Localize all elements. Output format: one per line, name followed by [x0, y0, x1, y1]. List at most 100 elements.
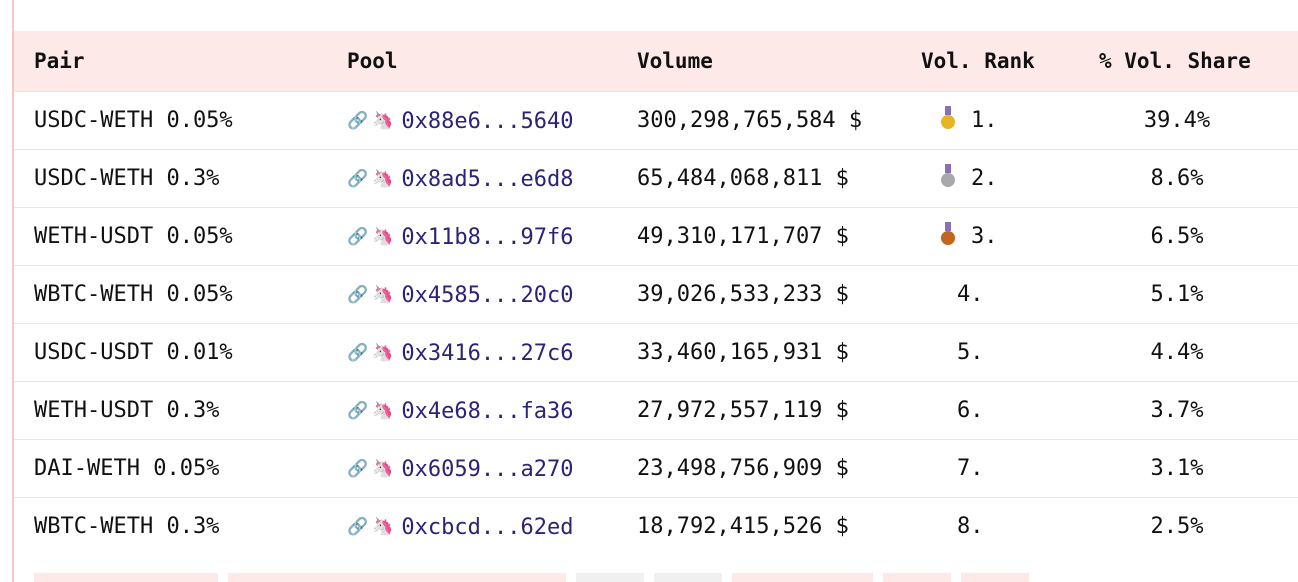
rank-cell: 7.: [907, 439, 1091, 497]
share-value: 2.5%: [1150, 513, 1204, 539]
gold-medal-icon: [941, 106, 955, 129]
pool-address-link[interactable]: 0x4585...20c0: [401, 282, 574, 308]
pool-address-link[interactable]: 0xcbcd...62ed: [401, 514, 574, 540]
pair-label: WETH-USDT 0.3%: [34, 397, 220, 423]
unicorn-icon[interactable]: 🦄: [372, 284, 394, 305]
unicorn-icon[interactable]: 🦄: [372, 226, 394, 247]
pool-address-link[interactable]: 0x6059...a270: [401, 456, 574, 482]
share-value: 3.1%: [1150, 455, 1204, 481]
link-icon[interactable]: 🔗: [347, 284, 369, 305]
pool-link[interactable]: 🔗 🦄 0x8ad5...e6d8: [347, 167, 574, 192]
volume-cell: 18,792,415,526 $: [637, 497, 907, 555]
pair-cell: WBTC-WETH 0.3%: [14, 497, 347, 555]
share-value: 6.5%: [1150, 223, 1204, 249]
volume-cell: 27,972,557,119 $: [637, 381, 907, 439]
table-row: WETH-USDT 0.3% 🔗 🦄 0x4e68...fa36 27,972,…: [14, 381, 1298, 439]
pool-link[interactable]: 🔗 🦄 0x88e6...5640: [347, 109, 574, 134]
share-cell: 8.6%: [1091, 149, 1298, 207]
pool-link[interactable]: 🔗 🦄 0x11b8...97f6: [347, 225, 574, 250]
pair-label: WETH-USDT 0.05%: [34, 223, 233, 249]
rank-cell: 3.: [907, 207, 1091, 265]
pools-table: Pair Pool Volume Vol. Rank % Vol. Share …: [14, 31, 1298, 555]
link-icon[interactable]: 🔗: [347, 458, 369, 479]
pager-button[interactable]: [961, 573, 1029, 582]
volume-cell: 39,026,533,233 $: [637, 265, 907, 323]
unicorn-icon[interactable]: 🦄: [372, 168, 394, 189]
header-vol-rank[interactable]: Vol. Rank: [921, 48, 1035, 73]
pools-table-container: Pair Pool Volume Vol. Rank % Vol. Share …: [14, 31, 1298, 555]
link-icon[interactable]: 🔗: [347, 168, 369, 189]
rank-cell: 5.: [907, 323, 1091, 381]
share-cell: 3.1%: [1091, 439, 1298, 497]
table-row: WETH-USDT 0.05% 🔗 🦄 0x11b8...97f6 49,310…: [14, 207, 1298, 265]
rank-value: 5.: [957, 339, 984, 365]
header-row: Pair Pool Volume Vol. Rank % Vol. Share: [14, 31, 1298, 91]
rank-cell: 4.: [907, 265, 1091, 323]
rank-value: 8.: [957, 513, 984, 539]
link-icon[interactable]: 🔗: [347, 110, 369, 131]
pager-button[interactable]: [654, 573, 722, 582]
pager-button[interactable]: [732, 573, 873, 582]
table-row: USDC-WETH 0.3% 🔗 🦄 0x8ad5...e6d8 65,484,…: [14, 149, 1298, 207]
table-header: Pair Pool Volume Vol. Rank % Vol. Share: [14, 31, 1298, 91]
rank-value: 3.: [971, 223, 998, 249]
pair-label: WBTC-WETH 0.3%: [34, 513, 220, 539]
pool-address-link[interactable]: 0x4e68...fa36: [401, 398, 574, 424]
link-icon[interactable]: 🔗: [347, 516, 369, 537]
pool-address-link[interactable]: 0x3416...27c6: [401, 340, 574, 366]
share-value: 5.1%: [1150, 281, 1204, 307]
link-icon[interactable]: 🔗: [347, 342, 369, 363]
pool-link[interactable]: 🔗 🦄 0x3416...27c6: [347, 341, 574, 366]
volume-value: 300,298,765,584 $: [637, 107, 863, 133]
pair-cell: DAI-WETH 0.05%: [14, 439, 347, 497]
pool-link[interactable]: 🔗 🦄 0x6059...a270: [347, 457, 574, 482]
rank-cell: 8.: [907, 497, 1091, 555]
volume-cell: 300,298,765,584 $: [637, 91, 907, 149]
rank-value: 1.: [971, 107, 998, 133]
table-row: DAI-WETH 0.05% 🔗 🦄 0x6059...a270 23,498,…: [14, 439, 1298, 497]
volume-value: 23,498,756,909 $: [637, 455, 849, 481]
pair-label: USDC-USDT 0.01%: [34, 339, 233, 365]
volume-value: 33,460,165,931 $: [637, 339, 849, 365]
pager-button[interactable]: [883, 573, 951, 582]
pager-button[interactable]: [34, 573, 218, 582]
unicorn-icon[interactable]: 🦄: [372, 458, 394, 479]
rank-cell: 6.: [907, 381, 1091, 439]
header-volume[interactable]: Volume: [637, 48, 713, 73]
volume-value: 27,972,557,119 $: [637, 397, 849, 423]
header-pool[interactable]: Pool: [347, 48, 398, 73]
table-row: USDC-WETH 0.05% 🔗 🦄 0x88e6...5640 300,29…: [14, 91, 1298, 149]
unicorn-icon[interactable]: 🦄: [372, 110, 394, 131]
pool-cell: 🔗 🦄 0x6059...a270: [347, 439, 637, 497]
table-body: USDC-WETH 0.05% 🔗 🦄 0x88e6...5640 300,29…: [14, 91, 1298, 555]
volume-cell: 65,484,068,811 $: [637, 149, 907, 207]
link-icon[interactable]: 🔗: [347, 400, 369, 421]
pool-link[interactable]: 🔗 🦄 0xcbcd...62ed: [347, 515, 574, 540]
pair-cell: USDC-USDT 0.01%: [14, 323, 347, 381]
pair-cell: USDC-WETH 0.3%: [14, 149, 347, 207]
pool-address-link[interactable]: 0x88e6...5640: [401, 108, 574, 134]
share-value: 3.7%: [1150, 397, 1204, 423]
volume-value: 49,310,171,707 $: [637, 223, 849, 249]
pool-address-link[interactable]: 0x8ad5...e6d8: [401, 166, 574, 192]
pool-link[interactable]: 🔗 🦄 0x4585...20c0: [347, 283, 574, 308]
pool-link[interactable]: 🔗 🦄 0x4e68...fa36: [347, 399, 574, 424]
bronze-medal-icon: [941, 222, 955, 245]
unicorn-icon[interactable]: 🦄: [372, 342, 394, 363]
header-pair[interactable]: Pair: [34, 48, 85, 73]
rank-cell: 2.: [907, 149, 1091, 207]
share-cell: 3.7%: [1091, 381, 1298, 439]
pool-address-link[interactable]: 0x11b8...97f6: [401, 224, 574, 250]
pager-button[interactable]: [228, 573, 566, 582]
share-value: 4.4%: [1150, 339, 1204, 365]
link-icon[interactable]: 🔗: [347, 226, 369, 247]
header-vol-share[interactable]: % Vol. Share: [1099, 48, 1251, 73]
unicorn-icon[interactable]: 🦄: [372, 516, 394, 537]
share-cell: 39.4%: [1091, 91, 1298, 149]
rank-value: 6.: [957, 397, 984, 423]
unicorn-icon[interactable]: 🦄: [372, 400, 394, 421]
volume-value: 39,026,533,233 $: [637, 281, 849, 307]
pool-cell: 🔗 🦄 0xcbcd...62ed: [347, 497, 637, 555]
table-row: WBTC-WETH 0.3% 🔗 🦄 0xcbcd...62ed 18,792,…: [14, 497, 1298, 555]
pager-button[interactable]: [576, 573, 644, 582]
